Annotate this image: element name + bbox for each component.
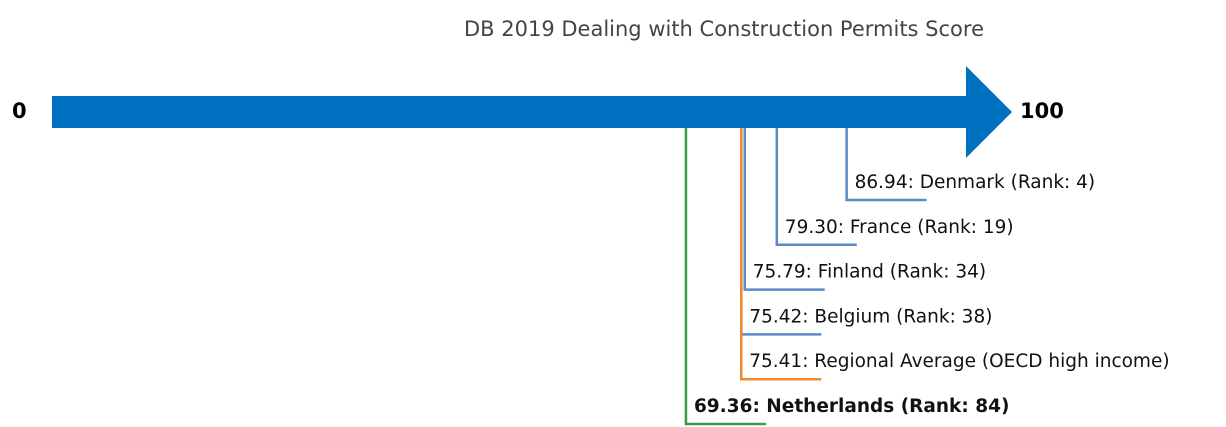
marker-label: 86.94: Denmark (Rank: 4) xyxy=(855,172,1096,193)
marker-line xyxy=(775,128,857,247)
axis-end-label: 0 xyxy=(12,99,27,123)
marker-label: 69.36: Netherlands (Rank: 84) xyxy=(694,396,1009,417)
marker-line xyxy=(845,128,927,202)
chart-title: DB 2019 Dealing with Construction Permit… xyxy=(464,17,984,41)
marker-line xyxy=(739,128,822,381)
axis-end-label: 100 xyxy=(1020,99,1064,123)
marker-label: 75.42: Belgium (Rank: 38) xyxy=(749,306,992,327)
marker-label: 75.79: Finland (Rank: 34) xyxy=(753,262,986,283)
marker-label: 79.30: France (Rank: 19) xyxy=(785,217,1014,238)
axis-arrow xyxy=(52,66,1012,158)
marker-label: 75.41: Regional Average (OECD high incom… xyxy=(749,351,1169,372)
marker-line xyxy=(684,128,766,426)
marker-line xyxy=(743,128,825,291)
